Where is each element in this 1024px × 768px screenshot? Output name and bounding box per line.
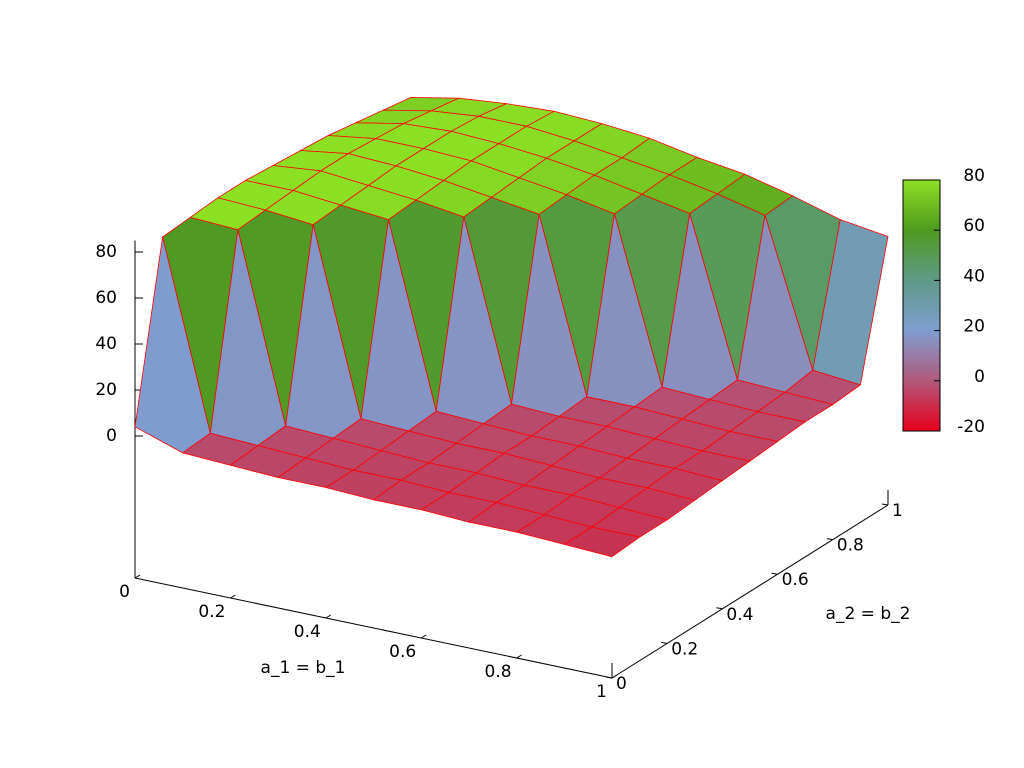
z-tick-label: 80 — [95, 242, 117, 262]
colorbar — [902, 179, 941, 432]
axis-line — [134, 577, 613, 679]
surface-facet — [563, 526, 640, 558]
colorbar-tick-label: 20 — [963, 317, 985, 337]
colorbar-tick-label: 40 — [963, 266, 985, 286]
z-tick-label: 60 — [95, 288, 117, 308]
x-tick-label: 0.6 — [389, 642, 416, 662]
y-tick-label: 1 — [892, 501, 903, 521]
colorbar-tick-label: -20 — [957, 417, 985, 437]
x-tick — [230, 594, 236, 599]
x-axis-label: a_1 = b_1 — [261, 658, 346, 678]
colorbar-tick-label: 80 — [963, 166, 985, 186]
y-tick — [826, 538, 833, 541]
x-tick — [611, 674, 618, 679]
x-tick-label: 0.2 — [198, 602, 225, 622]
y-axis-label: a_2 = b_2 — [826, 604, 911, 624]
y-tick — [771, 572, 778, 575]
z-tick-label: 20 — [95, 380, 117, 400]
x-tick-label: 1 — [596, 682, 607, 702]
x-tick-label: 0.8 — [485, 662, 512, 682]
x-tick — [134, 574, 141, 579]
x-tick-label: 0.4 — [294, 622, 321, 642]
z-tick-label: 40 — [95, 334, 117, 354]
z-tick-label: 0 — [106, 426, 117, 446]
x-tick — [325, 614, 332, 619]
y-tick — [716, 607, 723, 610]
y-tick-label: 0.8 — [837, 536, 864, 556]
y-tick-label: 0.6 — [782, 570, 809, 590]
y-tick — [605, 676, 613, 679]
y-tick — [881, 503, 889, 506]
y-tick-label: 0 — [616, 674, 627, 694]
y-tick-label: 0.2 — [671, 639, 698, 659]
colorbar-tick-label: 0 — [974, 367, 985, 387]
y-tick-label: 0.4 — [726, 605, 753, 625]
x-tick — [420, 634, 427, 639]
y-tick — [661, 641, 668, 644]
x-tick — [516, 654, 522, 659]
axis-line — [611, 504, 889, 679]
x-tick-label: 0 — [119, 582, 130, 602]
colorbar-tick-label: 60 — [963, 216, 985, 236]
